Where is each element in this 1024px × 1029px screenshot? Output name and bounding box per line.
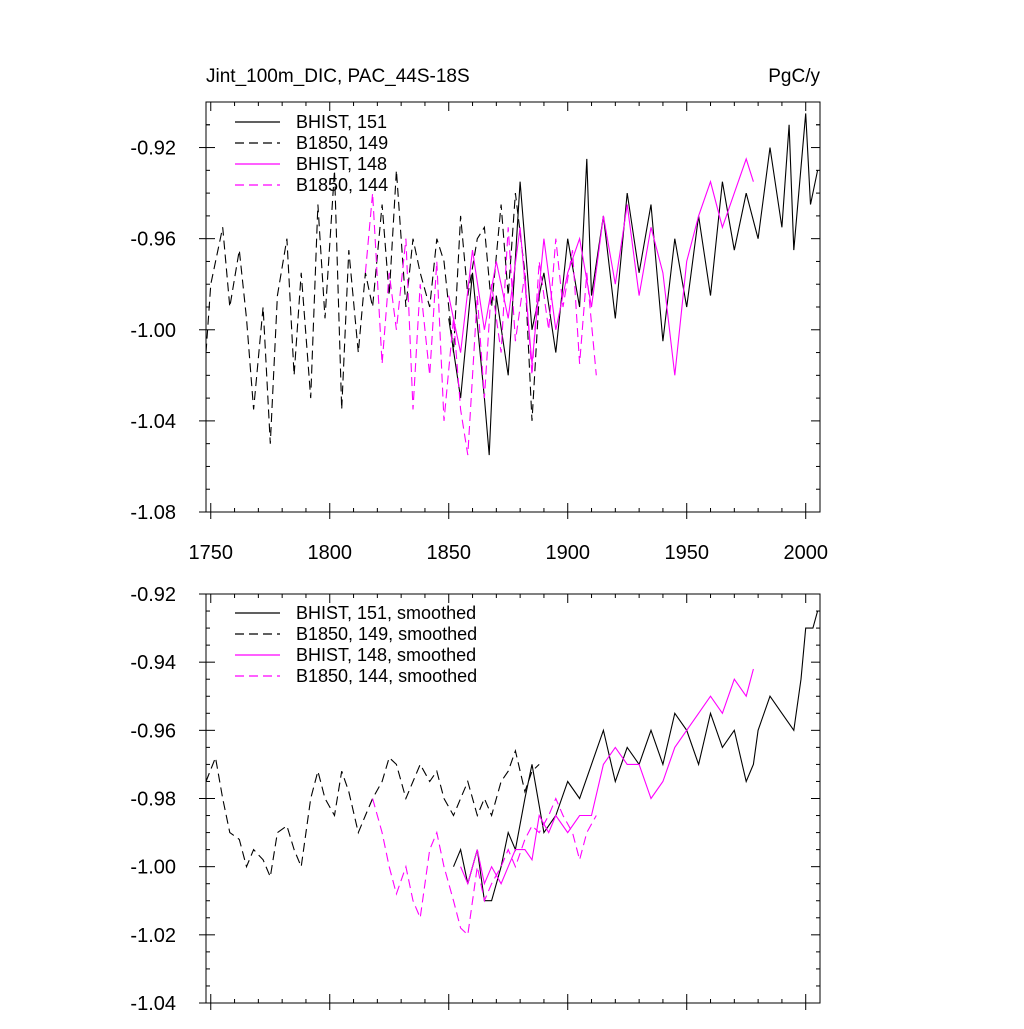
legend-label-2: B1850, 149 <box>296 133 388 153</box>
legend-label-4: B1850, 144, smoothed <box>296 666 477 686</box>
x-tick-label: 1950 <box>664 542 709 564</box>
y-tick-label: -0.98 <box>130 789 176 811</box>
bottom-panel: -1.04 -1.02 -1.00 -0.98 -0.96 -0.94 -0.92 BHIST… <box>130 584 821 1015</box>
series-line-2 <box>205 170 540 444</box>
series-line-4 <box>372 797 597 936</box>
chart-title: Jint_100m_DIC, PAC_44S-18S <box>206 66 470 87</box>
series-line-1 <box>452 610 819 902</box>
y-tick-label: -1.04 <box>130 993 176 1015</box>
y-tick-label: -0.92 <box>130 138 176 160</box>
y-tick-label: -0.92 <box>130 584 176 606</box>
legend-label-3: BHIST, 148, smoothed <box>296 645 476 665</box>
series-line-2 <box>205 748 540 879</box>
y-tick-label: -0.94 <box>130 652 176 674</box>
legend-label-3: BHIST, 148 <box>296 154 387 174</box>
series-line-3 <box>460 668 754 886</box>
series-line-4 <box>364 193 597 456</box>
legend-label-2: B1850, 149, smoothed <box>296 624 477 644</box>
y-tick-label: -1.04 <box>130 411 176 433</box>
y-tick-label: -0.96 <box>130 229 176 251</box>
y-tick-label: -0.96 <box>130 720 176 742</box>
chart-units: PgC/y <box>768 66 820 87</box>
x-tick-label: 1850 <box>426 542 471 564</box>
top-panel: 1750 1800 1850 1900 1950 2000 -1.08 -1.04 -1.00 -… <box>130 66 828 564</box>
x-tick-label: 1800 <box>308 542 353 564</box>
legend-label-1: BHIST, 151, smoothed <box>296 603 476 623</box>
y-tick-label: -1.02 <box>130 925 176 947</box>
x-tick-label: 1900 <box>545 542 590 564</box>
legend-label-1: BHIST, 151 <box>296 112 387 132</box>
legend-label-4: B1850, 144 <box>296 175 388 195</box>
series-line-3 <box>448 157 754 376</box>
x-tick-label: 2000 <box>783 542 828 564</box>
y-tick-label: -1.00 <box>130 320 176 342</box>
x-tick-label: 1750 <box>189 542 234 564</box>
y-tick-label: -1.00 <box>130 857 176 879</box>
y-tick-label: -1.08 <box>130 502 176 524</box>
series-line-1 <box>448 113 819 456</box>
